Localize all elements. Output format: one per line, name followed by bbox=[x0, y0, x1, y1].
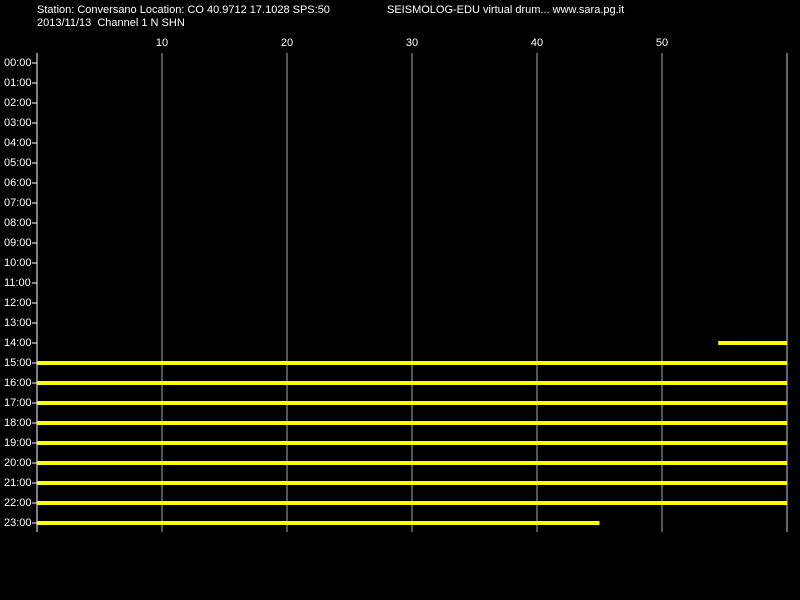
row-label: 03:00 bbox=[4, 117, 32, 129]
row-label: 01:00 bbox=[4, 77, 32, 89]
row-label: 04:00 bbox=[4, 137, 32, 149]
seismic-trace bbox=[37, 361, 787, 365]
row-label: 07:00 bbox=[4, 197, 32, 209]
chart-title: SEISMOLOG-EDU virtual drum... www.sara.p… bbox=[387, 4, 624, 16]
seismic-trace bbox=[718, 341, 787, 345]
chart-subtitle: 2013/11/13 Channel 1 N SHN bbox=[37, 17, 185, 29]
x-tick-label: 10 bbox=[156, 37, 168, 49]
row-label: 02:00 bbox=[4, 97, 32, 109]
row-label: 08:00 bbox=[4, 217, 32, 229]
row-label: 20:00 bbox=[4, 457, 32, 469]
seismic-trace bbox=[37, 501, 787, 505]
row-label: 05:00 bbox=[4, 157, 32, 169]
row-label: 13:00 bbox=[4, 317, 32, 329]
row-label: 00:00 bbox=[4, 57, 32, 69]
row-label: 09:00 bbox=[4, 237, 32, 249]
x-tick-label: 30 bbox=[406, 37, 418, 49]
row-label: 21:00 bbox=[4, 477, 32, 489]
row-label: 12:00 bbox=[4, 297, 32, 309]
row-label: 17:00 bbox=[4, 397, 32, 409]
row-label: 06:00 bbox=[4, 177, 32, 189]
row-label: 11:00 bbox=[4, 277, 31, 289]
x-tick-label: 20 bbox=[281, 37, 293, 49]
seismic-trace bbox=[37, 461, 787, 465]
x-tick-label: 50 bbox=[656, 37, 668, 49]
row-label: 22:00 bbox=[4, 497, 32, 509]
row-label: 14:00 bbox=[4, 337, 32, 349]
seismic-trace bbox=[37, 441, 787, 445]
row-label: 19:00 bbox=[4, 437, 32, 449]
station-info: Station: Conversano Location: CO 40.9712… bbox=[37, 4, 330, 16]
seismic-trace bbox=[37, 381, 787, 385]
seismic-trace bbox=[37, 421, 787, 425]
row-label: 18:00 bbox=[4, 417, 32, 429]
seismic-trace bbox=[37, 481, 787, 485]
seismic-trace bbox=[37, 401, 787, 405]
row-label: 16:00 bbox=[4, 377, 32, 389]
row-label: 23:00 bbox=[4, 517, 32, 529]
row-label: 10:00 bbox=[4, 257, 32, 269]
x-tick-label: 40 bbox=[531, 37, 543, 49]
row-label: 15:00 bbox=[4, 357, 32, 369]
seismic-trace bbox=[37, 521, 600, 525]
